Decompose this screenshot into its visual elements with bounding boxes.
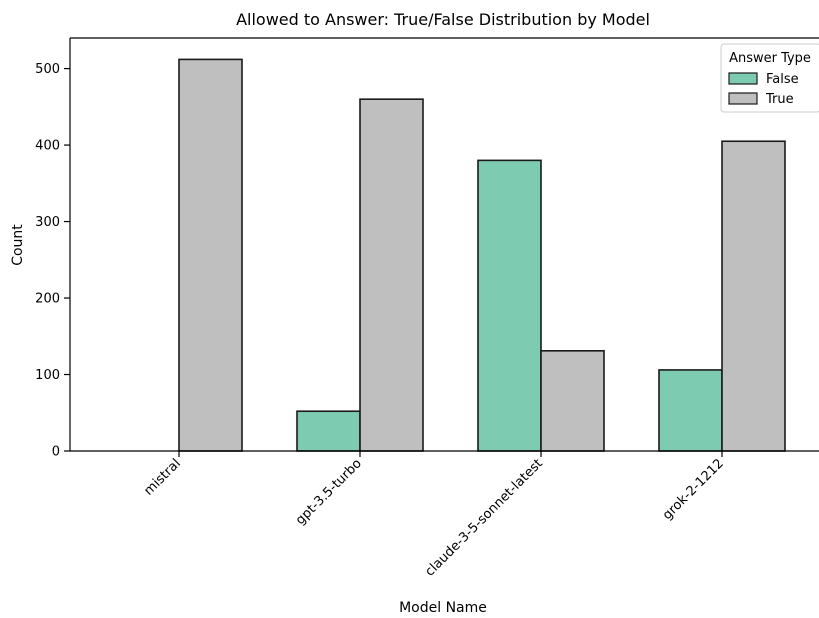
legend-swatch-false bbox=[728, 72, 758, 85]
legend-label-false: False bbox=[766, 72, 799, 87]
bar-false bbox=[477, 159, 542, 452]
y-tick-label: 0 bbox=[52, 445, 60, 460]
x-tick-label: grok-2-1212 bbox=[660, 456, 727, 523]
y-tick-label: 200 bbox=[35, 292, 60, 307]
y-tick-label: 400 bbox=[35, 139, 60, 154]
legend: Answer Type False True bbox=[720, 43, 819, 113]
y-axis-label: Count bbox=[10, 224, 26, 266]
x-tick-label: mistral bbox=[141, 456, 183, 498]
y-tick-label: 300 bbox=[35, 215, 60, 230]
legend-label-true: True bbox=[765, 92, 794, 107]
bar-false bbox=[658, 369, 723, 452]
bar-true bbox=[540, 350, 605, 452]
bar-true bbox=[359, 98, 424, 452]
legend-swatch-true bbox=[728, 92, 758, 105]
bar-false bbox=[296, 410, 361, 452]
y-ticks-group: 0 100 200 300 400 500 bbox=[35, 62, 70, 460]
x-tick-label: gpt-3.5-turbo bbox=[293, 456, 365, 528]
bar-true bbox=[178, 58, 243, 452]
x-tick-label: claude-3-5-sonnet-latest bbox=[423, 456, 546, 579]
chart-title: Allowed to Answer: True/False Distributi… bbox=[236, 10, 650, 29]
bars-group bbox=[178, 58, 786, 452]
y-tick-label: 100 bbox=[35, 368, 60, 383]
x-ticks-group: mistral gpt-3.5-turbo claude-3-5-sonnet-la… bbox=[141, 451, 727, 580]
bar-true bbox=[721, 140, 786, 452]
legend-title: Answer Type bbox=[729, 51, 811, 66]
x-axis-label: Model Name bbox=[399, 600, 487, 616]
y-tick-label: 500 bbox=[35, 62, 60, 77]
